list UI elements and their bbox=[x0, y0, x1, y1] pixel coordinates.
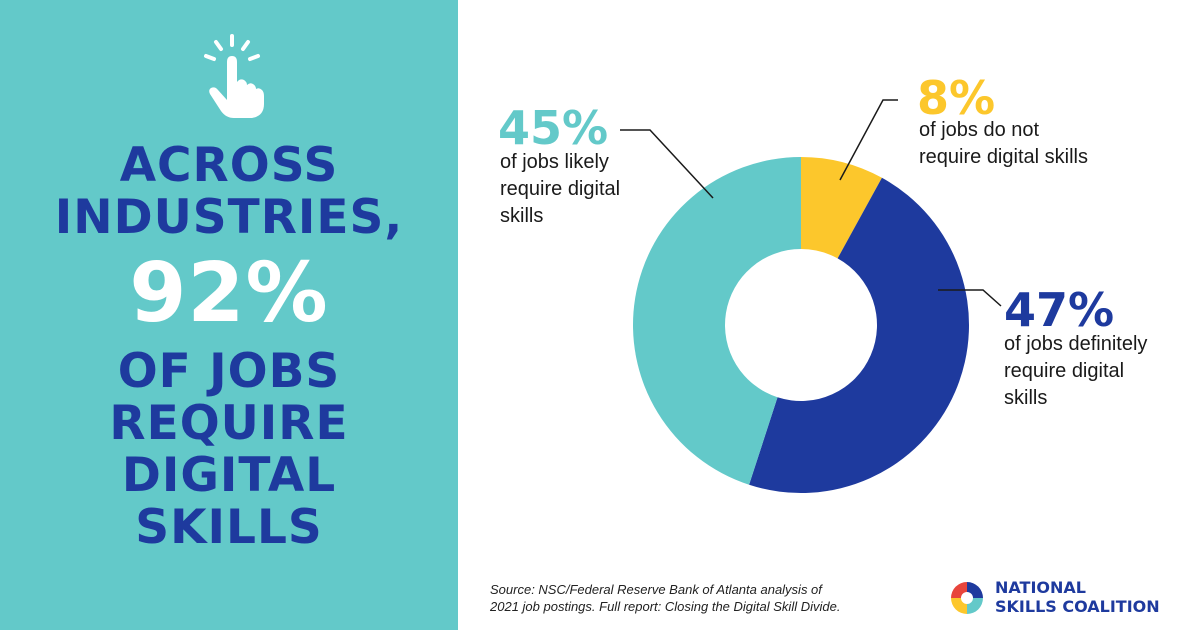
leader-line-8 bbox=[839, 99, 898, 181]
annotation-text: require digital skills bbox=[919, 146, 1088, 168]
headline-line: OF JOBS bbox=[117, 344, 341, 399]
slice-label-45: 45% bbox=[498, 101, 609, 155]
leader-line-47 bbox=[938, 289, 1002, 307]
national-skills-coalition-logo-icon bbox=[951, 582, 983, 614]
left-panel: ACROSS INDUSTRIES, 92% OF JOBS REQUIRE D… bbox=[0, 0, 458, 630]
headline-line: REQUIRE bbox=[109, 396, 349, 451]
slice-label-47: 47% bbox=[1004, 283, 1115, 337]
donut-slice-45 bbox=[633, 157, 801, 485]
source-line: Source: NSC/Federal Reserve Bank of Atla… bbox=[490, 582, 822, 597]
headline-line: SKILLS bbox=[135, 500, 323, 555]
annotation-text: skills bbox=[500, 205, 544, 227]
logo-line: NATIONAL bbox=[995, 578, 1086, 597]
source-line: 2021 job postings. Full report: Closing … bbox=[490, 599, 841, 614]
headline: ACROSS INDUSTRIES, 92% OF JOBS REQUIRE D… bbox=[0, 140, 458, 554]
slice-label-8: 8% bbox=[917, 71, 996, 125]
source-note: Source: NSC/Federal Reserve Bank of Atla… bbox=[490, 581, 890, 615]
logo: NATIONAL SKILLS COALITION bbox=[945, 576, 1185, 620]
annotation-text: of jobs do not bbox=[919, 119, 1040, 141]
logo-line: SKILLS COALITION bbox=[995, 597, 1160, 616]
annotation-45: of jobs likely require digital skills bbox=[500, 149, 620, 230]
annotation-text: require digital bbox=[500, 178, 621, 200]
donut-slice-8 bbox=[801, 157, 882, 259]
leader-line-45 bbox=[620, 129, 714, 199]
donut-slice-47 bbox=[749, 177, 970, 494]
headline-line: ACROSS bbox=[119, 138, 339, 193]
annotation-8: of jobs do not require digital skills bbox=[919, 117, 1088, 171]
pointing-hand-click-icon bbox=[204, 34, 264, 118]
annotation-47: of jobs definitely require digital skill… bbox=[1004, 331, 1147, 412]
headline-line: INDUSTRIES, bbox=[54, 190, 404, 245]
annotation-text: require digital bbox=[1004, 360, 1125, 382]
annotation-text: of jobs definitely bbox=[1004, 333, 1148, 355]
headline-big-percent: 92% bbox=[129, 246, 329, 341]
leader-lines bbox=[620, 99, 1002, 307]
logo-text: NATIONAL SKILLS COALITION bbox=[995, 578, 1160, 616]
annotation-text: of jobs likely bbox=[500, 151, 609, 173]
headline-line: DIGITAL bbox=[121, 448, 337, 503]
annotation-text: skills bbox=[1004, 387, 1048, 409]
donut-chart bbox=[620, 99, 1002, 494]
